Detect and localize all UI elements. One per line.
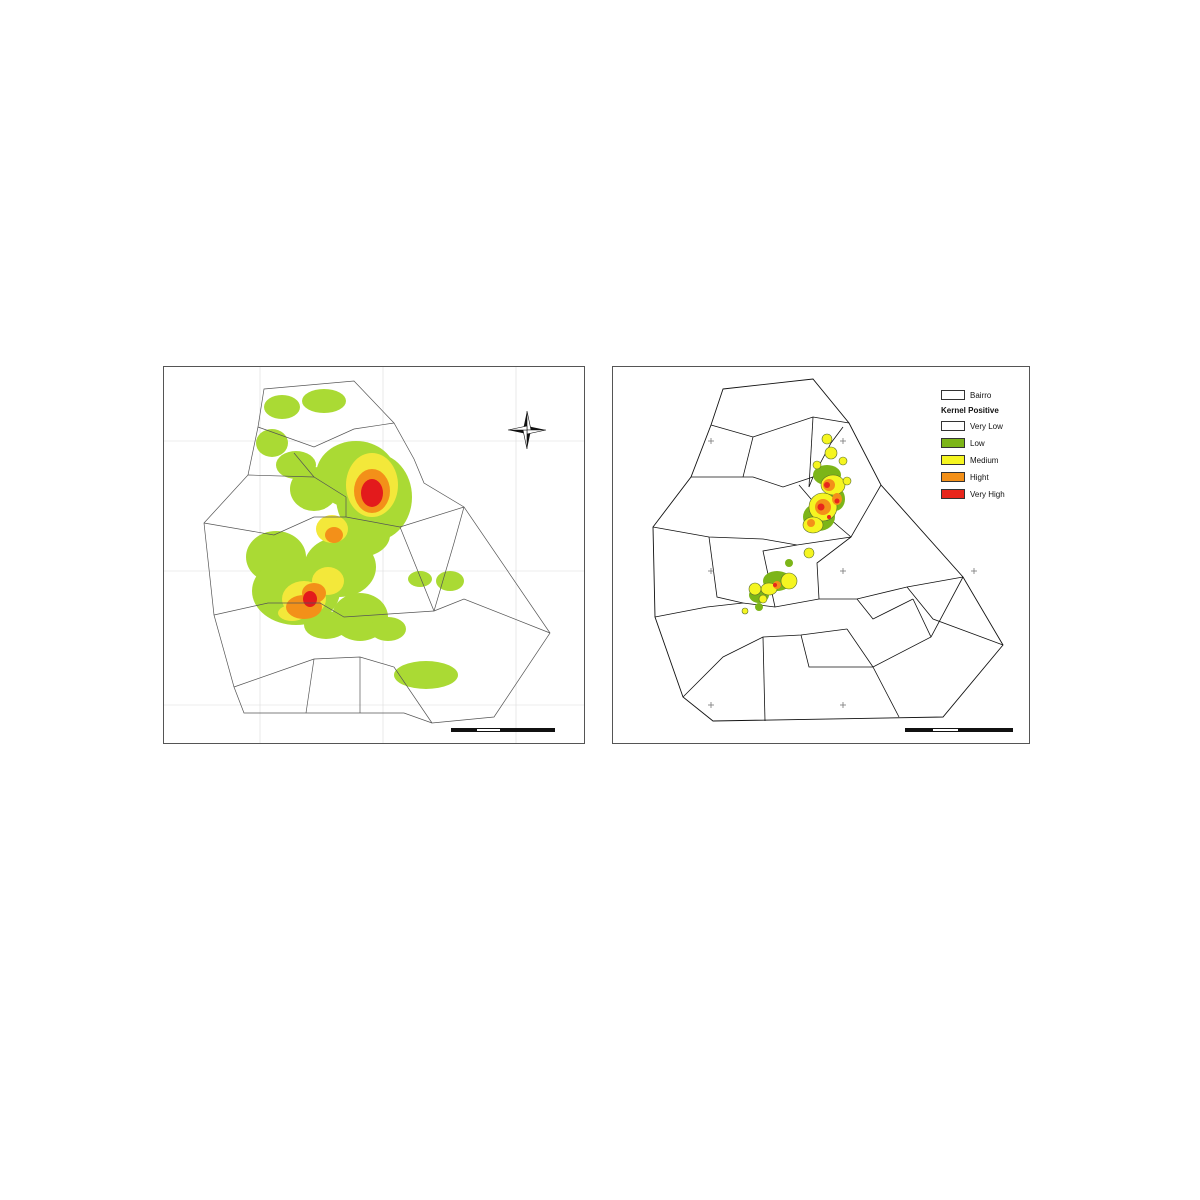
legend-swatch: [941, 472, 965, 482]
map-legend: Bairro Kernel Positive Very Low Low Medium…: [941, 385, 1027, 505]
inner-boundaries-b: [652, 416, 1004, 722]
map-panel-a: [163, 366, 585, 744]
map-a-canvas: [164, 367, 584, 743]
legend-label: Very Low: [970, 421, 1003, 431]
legend-row-class: Very High: [941, 488, 1027, 500]
legend-label: Medium: [970, 455, 999, 465]
scale-bar-a: [451, 724, 561, 736]
legend-row-class: Medium: [941, 454, 1027, 466]
legend-row-class: Hight: [941, 471, 1027, 483]
map-b-canvas: [652, 378, 1004, 722]
legend-swatch: [941, 455, 965, 465]
legend-swatch: [941, 438, 965, 448]
legend-label: Very High: [970, 489, 1005, 499]
legend-swatch-boundary: [941, 390, 965, 400]
legend-label-boundary: Bairro: [970, 390, 992, 400]
legend-row-class: Very Low: [941, 420, 1027, 432]
legend-swatch: [941, 421, 965, 431]
map-panel-b: Bairro Kernel Positive Very Low Low Medium…: [612, 366, 1030, 744]
legend-label: Low: [970, 438, 985, 448]
boundaries-a: [203, 380, 551, 724]
north-arrow-icon: [504, 407, 550, 453]
legend-row-class: Low: [941, 437, 1027, 449]
plus-markers-b: [708, 438, 977, 708]
legend-classes: Very Low Low Medium Hight Very High: [941, 420, 1027, 500]
legend-row-boundary: Bairro: [941, 389, 1027, 401]
legend-label: Hight: [970, 472, 989, 482]
heat-very-high-b: [773, 482, 840, 587]
legend-kernel-title: Kernel Positive: [941, 406, 999, 415]
scale-bar-b: [905, 724, 1019, 736]
boundaries-b: [652, 378, 1004, 722]
legend-swatch: [941, 489, 965, 499]
heat-low-a: [246, 389, 464, 689]
